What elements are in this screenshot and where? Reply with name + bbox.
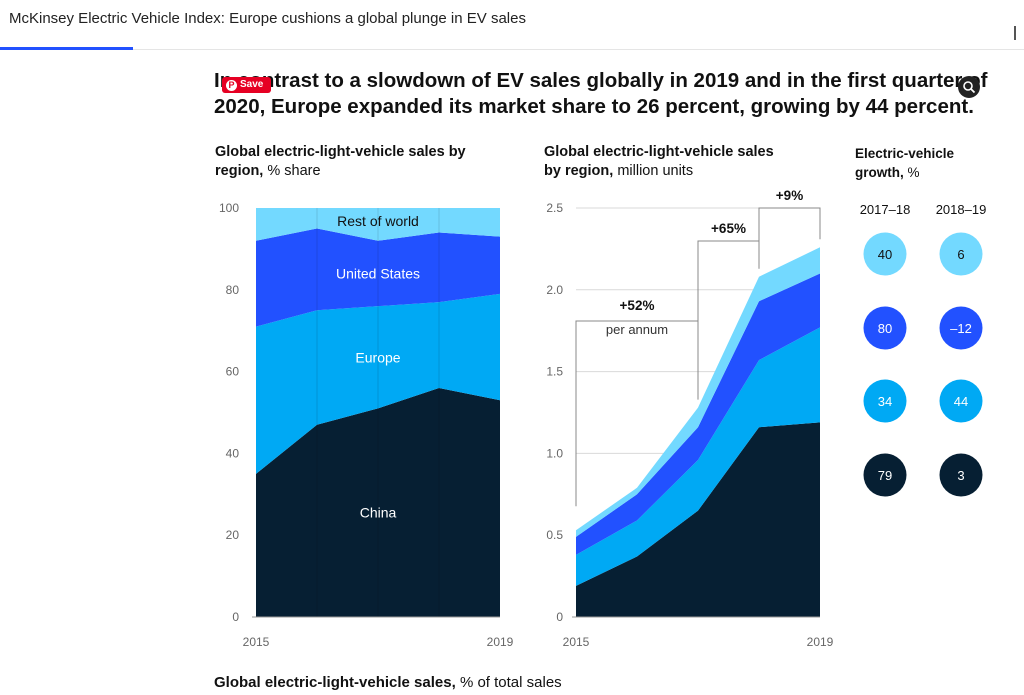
series-label-united-states: United States <box>336 265 420 281</box>
growth-table: Electric-vehicle growth, % 2017–18 2018–19 4… <box>855 146 986 497</box>
growth-value: 44 <box>954 394 968 409</box>
y-tick-label: 80 <box>226 283 240 297</box>
headline: In contrast to a slowdown of EV sales gl… <box>214 68 994 120</box>
growth-value: 34 <box>878 394 892 409</box>
growth-table-column-header: 2018–19 <box>936 202 987 217</box>
growth-annotation: +9% <box>776 188 803 203</box>
growth-value: 3 <box>957 468 964 483</box>
y-tick-label: 1.5 <box>546 365 563 379</box>
units-chart-title-line-2: by region, million units <box>544 163 693 179</box>
y-tick-label: 0 <box>232 610 239 624</box>
share-chart: 0 20 40 60 80 100 2015 2019 China Europe United St… <box>219 201 514 649</box>
area-rest-of-world <box>256 208 500 241</box>
growth-annotation: +65% <box>711 221 746 236</box>
save-label: Save <box>240 79 264 90</box>
growth-value: –12 <box>950 321 972 336</box>
area-united-states <box>576 273 820 555</box>
area-rest-of-world <box>576 247 820 537</box>
area-china <box>256 387 500 617</box>
growth-table-title-line-2: growth, % <box>855 165 920 180</box>
growth-bracket <box>758 207 821 253</box>
pinterest-save-button[interactable]: P Save <box>222 77 272 93</box>
y-tick-label: 0 <box>556 610 563 624</box>
y-tick-label: 2.5 <box>546 201 563 215</box>
x-tick-label: 2015 <box>563 635 590 649</box>
share-chart-title-line-1: Global electric-light-vehicle sales by <box>215 144 466 160</box>
next-chart-title-bold: Global electric-light-vehicle sales, <box>214 674 456 691</box>
growth-table-title-line-1: Electric-vehicle <box>855 146 955 161</box>
series-label-rest-of-world: Rest of world <box>337 213 419 229</box>
next-chart-title: Global electric-light-vehicle sales, % o… <box>214 674 562 691</box>
growth-bubble-rest-of-world <box>863 232 907 276</box>
growth-annotation-sublabel: per annum <box>606 322 668 337</box>
units-chart-title: Global electric-light-vehicle sales by re… <box>544 144 774 179</box>
scroll-indicator[interactable] <box>1014 26 1016 40</box>
growth-value: 6 <box>957 247 964 262</box>
growth-bubble-rest-of-world <box>939 232 983 276</box>
growth-bubble-china <box>863 453 907 497</box>
area-europe <box>576 327 820 586</box>
y-tick-label: 1.0 <box>546 446 563 460</box>
units-chart: 0 0.5 1.0 1.5 2.0 2.5 2015 2019 +52% per annum +65… <box>546 188 833 649</box>
pinterest-icon: P <box>226 79 237 91</box>
headline-line-1: In contrast to a slowdown of EV sales gl… <box>214 69 988 92</box>
next-chart-title-light: % of total sales <box>459 674 562 691</box>
growth-value: 79 <box>878 468 892 483</box>
y-tick-label: 20 <box>226 528 240 542</box>
headline-line-2: 2020, Europe expanded its market share t… <box>214 95 974 118</box>
growth-bracket <box>697 240 760 384</box>
growth-bubble-china <box>939 453 983 497</box>
area-china <box>576 422 820 617</box>
series-label-china: China <box>360 505 397 521</box>
growth-annotation: +52% <box>620 298 655 313</box>
tab-title[interactable]: McKinsey Electric Vehicle Index: Europe … <box>9 10 526 27</box>
area-united-states <box>256 228 500 327</box>
growth-bubble-europe <box>863 379 907 423</box>
units-chart-title-line-1: Global electric-light-vehicle sales <box>544 144 774 160</box>
x-tick-label: 2019 <box>807 635 834 649</box>
active-tab-indicator <box>0 47 133 50</box>
share-chart-title-line-2: region, % share <box>215 163 321 179</box>
y-tick-label: 100 <box>219 201 239 215</box>
area-europe <box>256 293 500 474</box>
growth-value: 40 <box>878 247 892 262</box>
growth-bubble-united-states <box>939 306 983 350</box>
share-chart-title: Global electric-light-vehicle sales by re… <box>215 144 466 179</box>
y-tick-label: 2.0 <box>546 283 563 297</box>
growth-value: 80 <box>878 321 892 336</box>
series-label-europe: Europe <box>355 349 400 365</box>
tab-bar: McKinsey Electric Vehicle Index: Europe … <box>0 0 1024 50</box>
growth-bubble-united-states <box>863 306 907 350</box>
growth-bubble-europe <box>939 379 983 423</box>
y-tick-label: 40 <box>226 446 240 460</box>
y-tick-label: 60 <box>226 365 240 379</box>
x-tick-label: 2015 <box>243 635 270 649</box>
growth-table-column-header: 2017–18 <box>860 202 911 217</box>
y-tick-label: 0.5 <box>546 528 563 542</box>
x-tick-label: 2019 <box>487 635 514 649</box>
visual-search-icon[interactable] <box>958 76 980 98</box>
